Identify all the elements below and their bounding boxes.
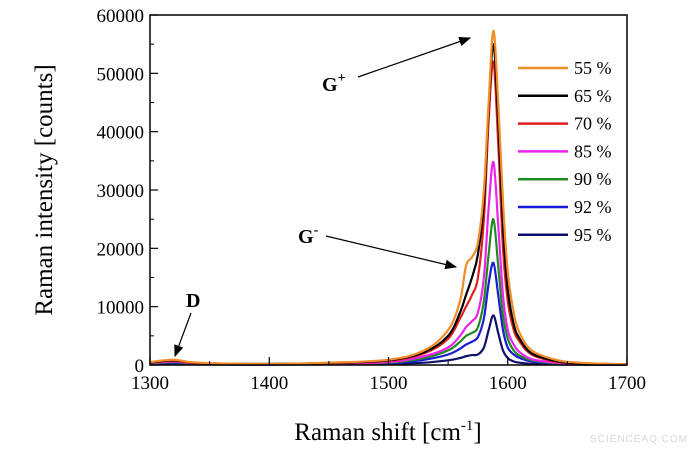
watermark: SCIENCEAQ.COM bbox=[590, 434, 688, 445]
x-tick-label: 1300 bbox=[131, 373, 169, 394]
x-tick-label: 1500 bbox=[370, 373, 408, 394]
annotation-g-minus: G- bbox=[298, 223, 458, 270]
series-line-55 bbox=[149, 29, 628, 366]
arrow-g-plus bbox=[357, 37, 472, 78]
annotation-g-plus: G+ bbox=[322, 37, 472, 96]
series-line-85 bbox=[149, 160, 628, 366]
legend-label: 65 % bbox=[574, 86, 612, 106]
y-axis-label: Raman intensity [counts] bbox=[31, 64, 58, 315]
legend-label: 95 % bbox=[574, 225, 612, 245]
x-tick-label: 1700 bbox=[608, 373, 646, 394]
legend-label: 85 % bbox=[574, 141, 612, 161]
legend: 55 % 65 % 70 % 85 % 90 % 92 % 95 % bbox=[518, 58, 612, 245]
legend-label: 55 % bbox=[574, 58, 612, 78]
y-tick-label: 20000 bbox=[97, 239, 145, 260]
svg-text:D: D bbox=[186, 290, 200, 312]
y-tick-label: 50000 bbox=[97, 64, 145, 85]
legend-label: 90 % bbox=[574, 169, 612, 189]
legend-label: 70 % bbox=[574, 114, 612, 134]
legend-label: 92 % bbox=[574, 197, 612, 217]
y-tick-label: 10000 bbox=[97, 298, 145, 319]
y-tick-label: 30000 bbox=[97, 181, 145, 202]
series-line-90 bbox=[149, 218, 628, 366]
series-line-92 bbox=[149, 261, 628, 366]
arrow-d bbox=[174, 312, 192, 358]
x-axis-label: Raman shift [cm-1] bbox=[294, 418, 481, 446]
y-tick-label: 60000 bbox=[97, 6, 145, 27]
annotation-d: D bbox=[174, 290, 200, 358]
y-tick-label: 40000 bbox=[97, 123, 145, 144]
x-tick-label: 1600 bbox=[489, 373, 527, 394]
arrow-g-minus bbox=[325, 235, 458, 270]
series-line-65 bbox=[149, 43, 628, 366]
series-lines bbox=[149, 29, 628, 366]
axis-ticks: 1300 1400 1500 1600 1700 0 10000 20000 30000 4000… bbox=[97, 6, 647, 394]
svg-text:G-: G- bbox=[298, 223, 319, 248]
svg-text:G+: G+ bbox=[322, 71, 346, 96]
y-tick-label: 0 bbox=[135, 356, 145, 377]
x-tick-label: 1400 bbox=[250, 373, 288, 394]
series-line-70 bbox=[149, 60, 628, 366]
